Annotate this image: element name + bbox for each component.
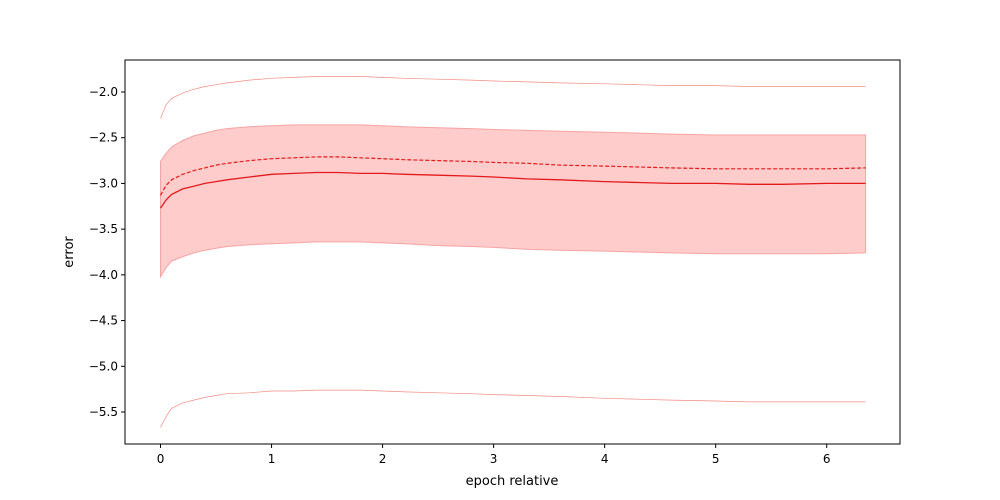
x-tick-label: 5 bbox=[712, 452, 720, 466]
max-line bbox=[160, 76, 866, 119]
x-axis-ticks: 0 1 2 3 4 5 6 bbox=[157, 444, 831, 466]
x-tick-label: 0 bbox=[157, 452, 165, 466]
y-tick-label: −4.5 bbox=[89, 314, 118, 328]
y-axis-ticks: −2.0 −2.5 −3.0 −3.5 −4.0 −4.5 −5.0 −5.5 bbox=[89, 85, 125, 419]
min-line bbox=[160, 389, 866, 428]
y-axis-label: error bbox=[62, 236, 77, 268]
x-tick-label: 4 bbox=[601, 452, 609, 466]
x-tick-label: 2 bbox=[379, 452, 387, 466]
axes-frame bbox=[124, 59, 901, 445]
y-tick-label: −2.0 bbox=[89, 85, 118, 99]
x-tick-label: 3 bbox=[490, 452, 498, 466]
y-tick-label: −5.0 bbox=[89, 359, 118, 373]
x-tick-label: 6 bbox=[823, 452, 831, 466]
x-tick-label: 1 bbox=[268, 452, 276, 466]
y-tick-label: −4.0 bbox=[89, 268, 118, 282]
y-tick-label: −3.5 bbox=[89, 222, 118, 236]
median-line bbox=[159, 156, 866, 196]
y-tick-label: −2.5 bbox=[89, 131, 118, 145]
std-band bbox=[160, 124, 867, 279]
x-axis-label: epoch relative bbox=[466, 474, 559, 489]
y-tick-label: −3.0 bbox=[89, 176, 118, 190]
mean-line bbox=[159, 171, 866, 209]
plot-area bbox=[159, 76, 867, 428]
y-tick-label: −5.5 bbox=[89, 405, 118, 419]
